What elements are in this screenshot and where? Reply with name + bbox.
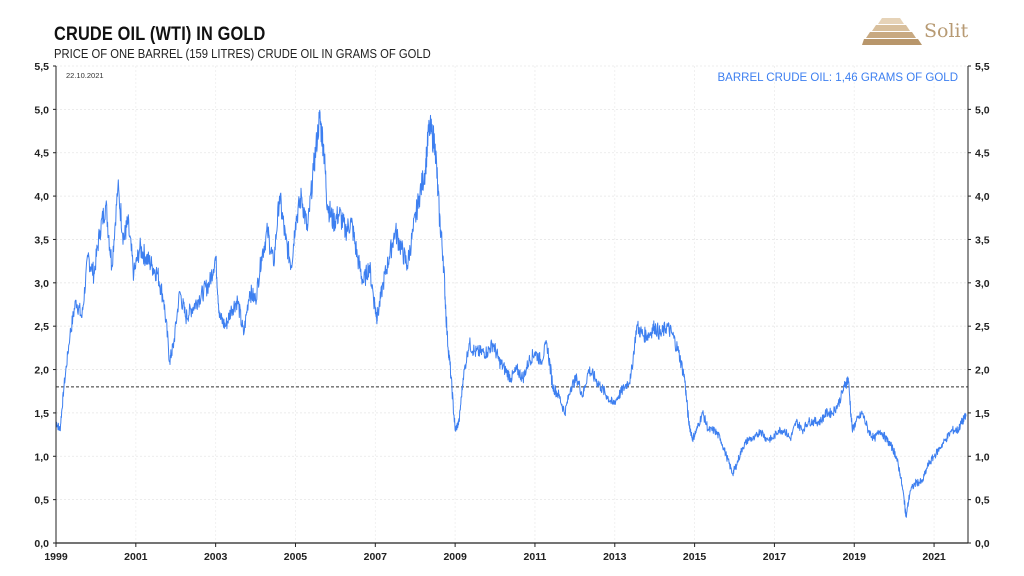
- chart-axes: [55, 66, 969, 544]
- y-tick-label-right: 1,0: [975, 451, 990, 463]
- y-tick-label-right: 4,5: [975, 148, 990, 160]
- y-tick-label-left: 5,0: [34, 104, 49, 116]
- y-tick-label-left: 3,0: [34, 278, 49, 290]
- x-tick-label: 2013: [603, 551, 627, 563]
- current-value-annotation: BARREL CRUDE OIL: 1,46 GRAMS OF GOLD: [717, 72, 959, 84]
- x-tick-label: 2017: [763, 551, 787, 563]
- y-tick-label-right: 0,0: [975, 538, 990, 550]
- pyramid-logo-icon: [862, 18, 922, 45]
- y-tick-label-left: 2,0: [34, 365, 49, 377]
- x-tick-label: 2019: [843, 551, 867, 563]
- y-tick-label-left: 5,5: [34, 61, 49, 73]
- y-tick-label-left: 2,5: [34, 321, 49, 333]
- x-tick-label: 2001: [124, 551, 148, 563]
- x-tick-label: 2005: [284, 551, 308, 563]
- y-tick-label-right: 3,5: [975, 234, 990, 246]
- y-tick-label-right: 3,0: [975, 278, 990, 290]
- chart-title: CRUDE OIL (WTI) IN GOLD: [54, 24, 266, 45]
- x-tick-label: 2015: [683, 551, 707, 563]
- y-tick-label-right: 5,5: [975, 61, 990, 73]
- chart-gridlines: [55, 65, 968, 544]
- y-tick-label-right: 2,5: [975, 321, 990, 333]
- y-tick-label-right: 2,0: [975, 365, 990, 377]
- x-tick-label: 2009: [443, 551, 467, 563]
- y-tick-label-left: 4,0: [34, 191, 49, 203]
- y-tick-label-left: 0,0: [34, 538, 49, 550]
- y-tick-label-left: 3,5: [34, 234, 49, 246]
- y-tick-label-left: 4,5: [34, 148, 49, 160]
- y-tick-label-right: 4,0: [975, 191, 990, 203]
- x-tick-label: 2003: [204, 551, 228, 563]
- y-tick-label-right: 5,0: [975, 104, 990, 116]
- y-axis-right: 0,0 0,5 1,0 1,5 2,0 2,5 3,0 3,5 4,0 4,5 5,0 5,5: [968, 61, 990, 550]
- x-tick-label: 2007: [364, 551, 388, 563]
- chart-subtitle: PRICE OF ONE BARREL (159 LITRES) CRUDE O…: [54, 47, 431, 61]
- y-axis-left: 0,0 0,5 1,0 1,5 2,0 2,5 3,0 3,5 4,0 4,5 5,0 5,5: [34, 61, 56, 550]
- series-group: [55, 109, 967, 518]
- x-axis: 1999 2001 2003 2005 2007 2009 2011 2013 2015 2017…: [44, 543, 946, 563]
- y-tick-label-left: 0,5: [34, 495, 49, 507]
- series-line: [55, 109, 967, 518]
- x-tick-label: 1999: [44, 551, 68, 563]
- y-tick-label-left: 1,5: [34, 408, 49, 420]
- date-stamp: 22.10.2021: [66, 71, 104, 80]
- y-tick-label-right: 0,5: [975, 495, 990, 507]
- y-tick-label-right: 1,5: [975, 408, 990, 420]
- x-tick-label: 2011: [524, 551, 547, 563]
- brand-name: Solit: [924, 20, 969, 42]
- x-tick-label: 2021: [922, 551, 946, 563]
- y-tick-label-left: 1,0: [34, 451, 49, 463]
